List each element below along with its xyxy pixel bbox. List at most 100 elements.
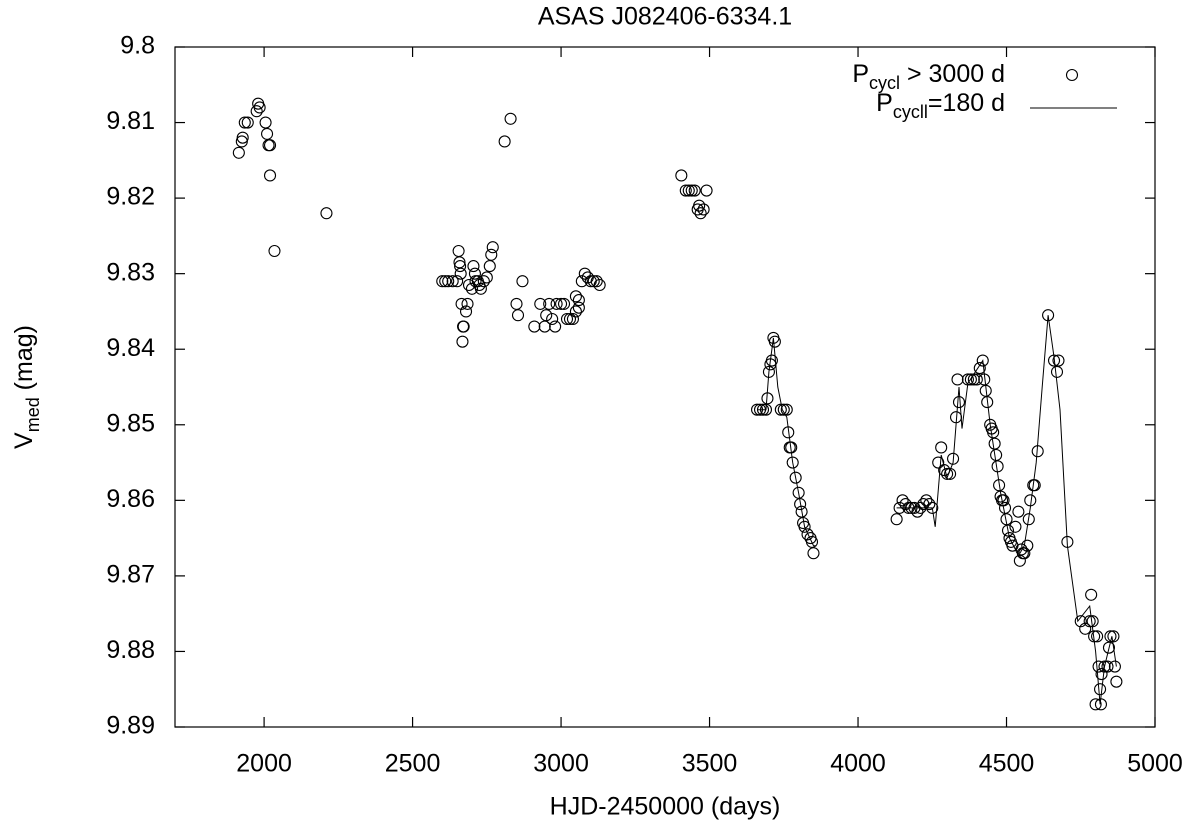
label-part: (mag) [10, 325, 38, 397]
data-point [786, 456, 799, 469]
data-point [798, 520, 811, 533]
data-point [807, 547, 820, 560]
data-point [560, 312, 574, 326]
data-point [1095, 668, 1108, 681]
data-point [768, 335, 781, 348]
label-part: cycll [893, 102, 928, 122]
data-point [765, 354, 778, 367]
data-point [688, 184, 701, 197]
data-point [1052, 354, 1065, 367]
data-point [238, 116, 251, 129]
data-point [1091, 630, 1104, 643]
data-point [777, 403, 790, 416]
y-tick-label: 9.87 [106, 560, 155, 588]
data-point [261, 127, 274, 140]
x-tick-label: 5000 [1127, 750, 1183, 778]
data-point [1085, 588, 1098, 601]
data-point [461, 297, 474, 310]
data-point [578, 267, 591, 280]
x-axis-label: HJD-2450000 (days) [550, 793, 781, 821]
data-point [480, 271, 493, 284]
data-point [235, 135, 248, 148]
data-point [543, 297, 556, 310]
data-point [442, 275, 455, 288]
label-part: P [852, 60, 869, 88]
data-point [454, 260, 467, 273]
y-tick-label: 9.81 [106, 107, 155, 135]
data-point [486, 241, 499, 254]
x-tick-label: 4500 [979, 750, 1035, 778]
data-point [436, 275, 449, 288]
data-point [1110, 675, 1123, 688]
data-point [549, 320, 562, 333]
data-point [572, 301, 585, 314]
data-point [454, 267, 467, 280]
data-point [947, 452, 960, 465]
data-point [439, 275, 452, 288]
data-point [896, 494, 909, 507]
data-point [1089, 698, 1102, 711]
y-tick-label: 9.85 [106, 409, 155, 437]
data-point [970, 373, 983, 386]
y-axis-label: Vmed (mag) [10, 325, 43, 449]
data-point [593, 278, 606, 292]
data-point [1012, 505, 1025, 518]
data-point [932, 456, 945, 469]
data-point [457, 320, 470, 333]
data-point [263, 139, 277, 152]
legend-label: Pcycl > 3000 d [852, 60, 1005, 93]
data-point [789, 471, 802, 484]
data-point [1018, 547, 1031, 560]
data-point [498, 135, 511, 148]
data-point [555, 297, 568, 310]
y-tick-label: 9.86 [106, 485, 155, 513]
data-point [563, 312, 577, 326]
y-tick-label: 9.83 [106, 258, 155, 286]
data-point [452, 244, 465, 258]
data-point [935, 441, 948, 454]
data-point [998, 501, 1012, 514]
y-tick-label: 9.82 [106, 183, 155, 211]
x-tick-label: 2500 [385, 750, 441, 778]
data-point [557, 297, 571, 310]
data-point [941, 467, 954, 480]
data-point [528, 320, 541, 333]
chart-title: ASAS J082406-6334.1 [538, 3, 792, 31]
data-point [990, 448, 1003, 462]
data-point [1079, 622, 1092, 635]
data-line [757, 315, 1117, 705]
data-point [241, 116, 254, 129]
data-point [477, 275, 490, 288]
data-point [1101, 660, 1114, 673]
data-point [455, 297, 468, 310]
data-point [511, 309, 525, 322]
data-point [976, 354, 989, 367]
x-tick-label: 3500 [682, 750, 738, 778]
data-point [320, 207, 333, 220]
data-point [569, 290, 582, 303]
data-point [467, 260, 480, 273]
label-part: V [10, 432, 38, 449]
data-point [250, 105, 263, 118]
data-point [236, 131, 249, 144]
data-point [682, 184, 695, 197]
data-point [1098, 660, 1111, 673]
data-point [474, 282, 487, 295]
data-point [516, 275, 529, 288]
data-point [575, 275, 588, 288]
data-point [700, 184, 713, 197]
data-point [550, 297, 563, 310]
data-point [675, 169, 688, 182]
data-point [268, 244, 281, 258]
data-point [988, 437, 1001, 450]
data-point [569, 305, 582, 318]
plot-frame [174, 46, 1156, 728]
data-point [459, 305, 473, 318]
data-point [1028, 479, 1041, 492]
legend-label: Pcycll=180 d [876, 89, 1005, 122]
data-point [465, 282, 479, 295]
data-point [1094, 683, 1107, 696]
data-point [1050, 365, 1064, 378]
data-point [952, 396, 966, 409]
